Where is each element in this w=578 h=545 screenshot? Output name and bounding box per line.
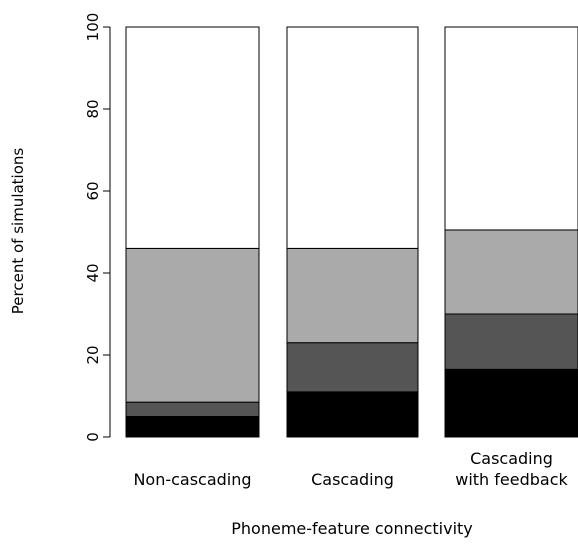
bar-segment-2-1 — [444, 313, 578, 370]
bar-segment-1-2 — [286, 247, 419, 344]
x-tick-label: Cascading — [311, 470, 394, 489]
x-axis-label: Phoneme-feature connectivity — [231, 519, 473, 538]
bar-segment-0-2 — [125, 247, 260, 403]
y-tick-label: 60 — [84, 181, 102, 200]
y-tick-label: 0 — [84, 432, 102, 442]
y-axis-label: Percent of simulations — [9, 148, 27, 315]
bar-segment-1-0 — [286, 391, 419, 438]
y-tick-label: 20 — [84, 345, 102, 364]
bar-segment-2-2 — [444, 229, 578, 315]
x-tick-labels: Non-cascading Cascading Cascading with feed… — [133, 449, 568, 489]
x-tick-label: with feedback — [455, 470, 568, 489]
x-tick-label: Non-cascading — [133, 470, 251, 489]
bar-segment-2-3 — [444, 26, 578, 231]
y-tick-label: 40 — [84, 263, 102, 282]
y-axis: 0 20 40 60 80 100 — [84, 13, 111, 442]
y-tick-label: 100 — [84, 13, 102, 42]
bar-segment-2-0 — [444, 368, 578, 438]
bar-segment-1-3 — [286, 26, 419, 249]
bar-segment-0-3 — [125, 26, 260, 249]
bar-segment-0-1 — [125, 401, 260, 417]
y-tick-label: 80 — [84, 99, 102, 118]
bar-segment-1-1 — [286, 342, 419, 393]
bars — [125, 26, 578, 438]
x-tick-label: Cascading — [470, 449, 553, 468]
bar-segment-0-0 — [125, 416, 260, 438]
